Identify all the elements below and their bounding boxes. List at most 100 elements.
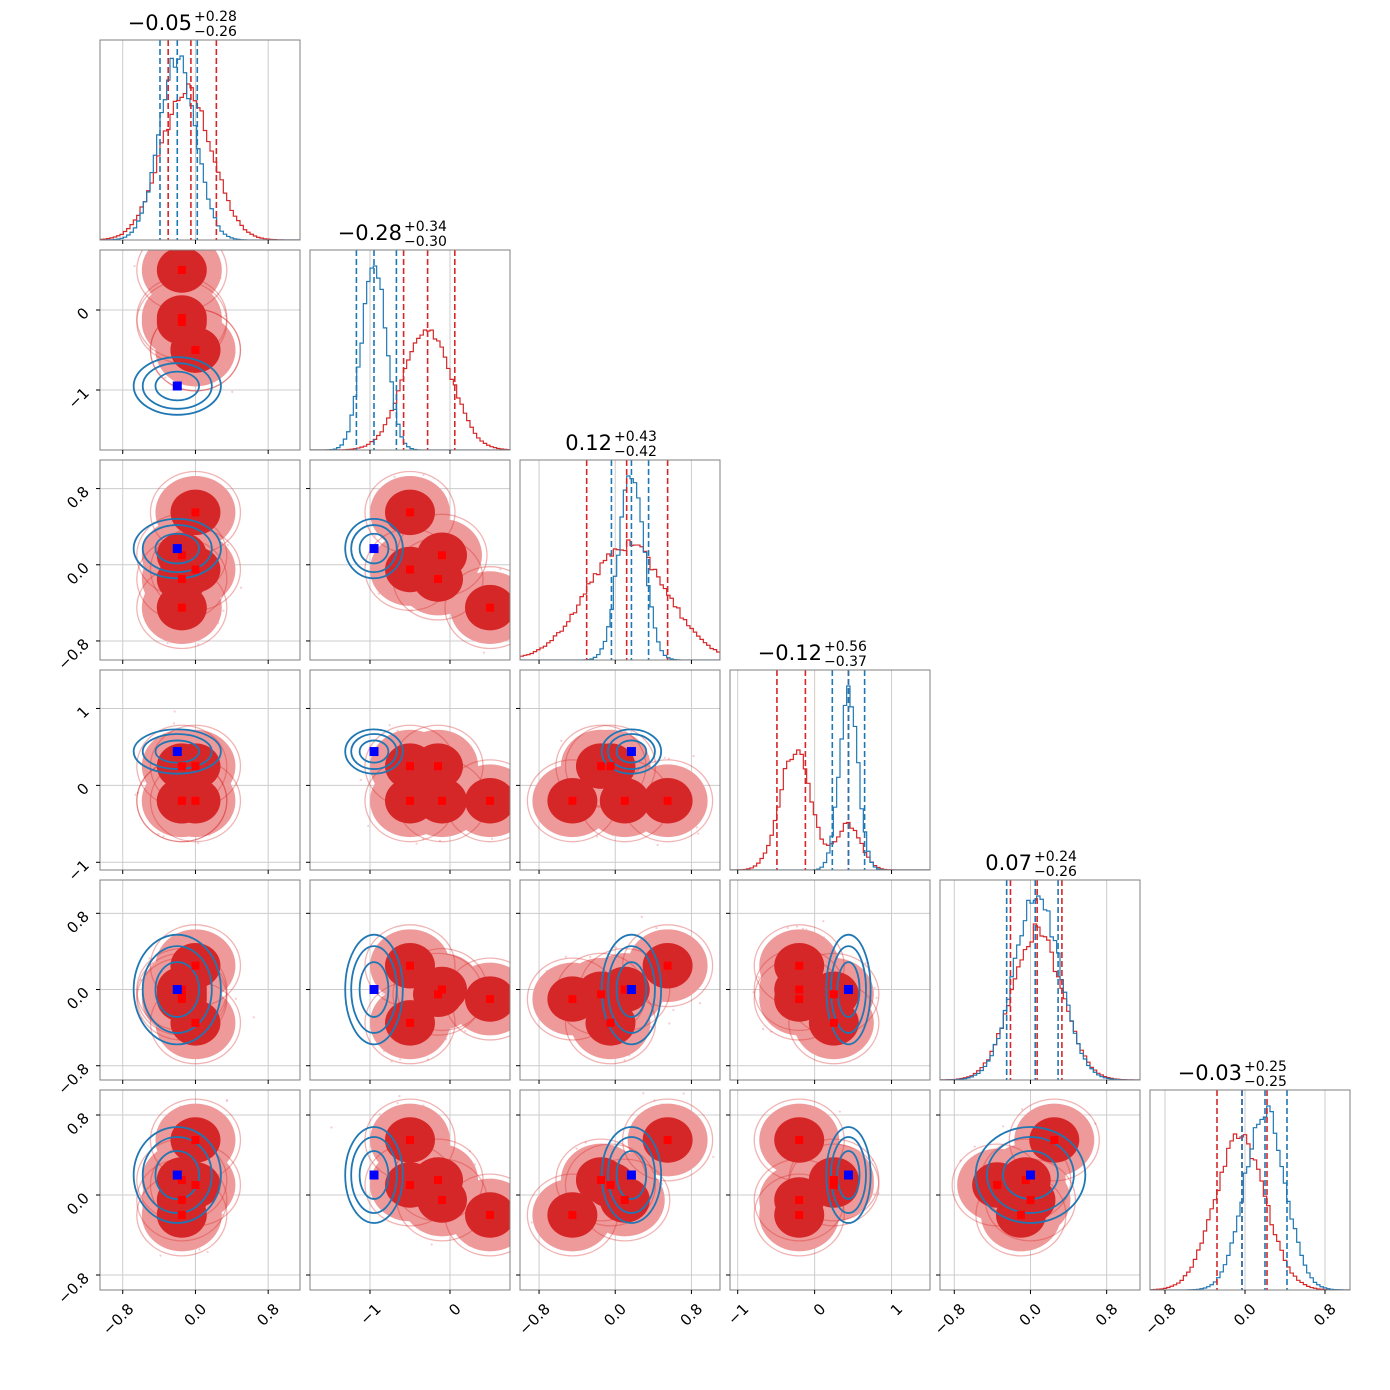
scatter-point bbox=[623, 1059, 626, 1062]
scatter-point bbox=[692, 755, 695, 758]
blue-contour-line bbox=[141, 1136, 213, 1214]
red-mode-marker bbox=[177, 314, 186, 322]
red-contour-line bbox=[579, 1158, 671, 1242]
contour-panel-6-4: −1 0 1 bbox=[724, 1089, 931, 1328]
blue-mode-marker bbox=[843, 1170, 853, 1180]
scatter-point bbox=[415, 842, 418, 845]
blue-contour-line bbox=[615, 961, 648, 1018]
scatter-point bbox=[426, 1058, 429, 1061]
panel-title: 0.07 bbox=[985, 851, 1032, 875]
red-contour-line bbox=[364, 470, 456, 554]
red-contour-line bbox=[392, 724, 484, 808]
red-contour-line bbox=[136, 1138, 228, 1222]
panel-frame bbox=[99, 459, 301, 661]
blue-contour-line bbox=[344, 1126, 404, 1224]
blue-contour-line bbox=[132, 933, 222, 1046]
red-contour-line bbox=[136, 759, 228, 843]
blue-contour-line bbox=[830, 1136, 867, 1214]
red-mode-marker bbox=[177, 1196, 186, 1204]
panel-frame bbox=[519, 879, 721, 1081]
scatter-point bbox=[231, 390, 234, 394]
contour-panel-4-2 bbox=[306, 669, 511, 874]
scatter-point bbox=[225, 1099, 229, 1103]
panel-frame bbox=[309, 669, 511, 871]
y-tick-label: 0.8 bbox=[63, 907, 93, 937]
red-contour-line bbox=[364, 724, 456, 808]
scatter-point bbox=[388, 724, 391, 727]
red-mode-marker bbox=[620, 985, 629, 994]
red-histogram bbox=[940, 923, 1140, 1080]
blue-contour-line bbox=[615, 1150, 648, 1200]
scatter-point bbox=[133, 264, 136, 268]
red-mode-marker bbox=[663, 796, 672, 805]
panel-frame bbox=[939, 879, 1141, 1081]
panel-title: −0.28 bbox=[338, 221, 402, 245]
blue-histogram bbox=[730, 685, 930, 870]
scatter-point bbox=[672, 1009, 675, 1012]
red-contour-line bbox=[1008, 1098, 1100, 1182]
red-mode-marker bbox=[438, 551, 446, 560]
scatter-point bbox=[595, 835, 599, 838]
red-contour-line bbox=[975, 1173, 1067, 1257]
red-mode-marker bbox=[795, 995, 804, 1004]
red-contour-line bbox=[364, 924, 456, 1008]
red-mode-marker bbox=[486, 603, 494, 612]
red-mode-marker bbox=[191, 762, 200, 771]
blue-contour-line bbox=[350, 945, 398, 1034]
red-mode-marker bbox=[1050, 1136, 1059, 1144]
contour-panel-5-1: −0.8 0.0 0.8 bbox=[54, 879, 301, 1098]
red-mode-marker bbox=[829, 990, 838, 999]
red-mode-marker bbox=[606, 1018, 615, 1027]
scatter-point bbox=[871, 1159, 874, 1162]
scatter-point bbox=[757, 976, 760, 979]
scatter-point bbox=[252, 1016, 255, 1019]
scatter-point bbox=[468, 1150, 471, 1153]
blue-contour-line bbox=[154, 532, 200, 565]
panel-frame bbox=[1149, 1089, 1351, 1291]
scatter-point bbox=[449, 1236, 452, 1240]
blue-contour-line bbox=[600, 728, 663, 775]
scatter-point bbox=[564, 955, 567, 958]
red-mode-marker bbox=[596, 990, 605, 999]
red-contour-line bbox=[788, 1143, 880, 1227]
red-histogram bbox=[100, 83, 300, 240]
contour-panel-4-3 bbox=[516, 669, 721, 874]
red-mode-marker bbox=[177, 1176, 186, 1184]
contour-panel-6-3: −0.8 0.0 0.8 bbox=[515, 1089, 721, 1339]
red-mode-marker bbox=[406, 961, 414, 970]
red-mode-marker bbox=[829, 1176, 838, 1184]
red-mode-marker bbox=[191, 1018, 200, 1027]
y-tick-label: 0 bbox=[73, 779, 92, 798]
scatter-point bbox=[134, 793, 137, 796]
scatter-point bbox=[642, 1092, 645, 1095]
red-contour-line bbox=[136, 952, 228, 1036]
panel-frame bbox=[99, 879, 301, 1081]
histogram-panel-4: −0.12 +0.56−0.37 bbox=[729, 639, 931, 874]
contour-panel-2-1: −1 0 bbox=[64, 249, 301, 454]
red-mode-marker bbox=[434, 575, 442, 584]
red-mode-marker bbox=[406, 1136, 414, 1144]
red-contour-line bbox=[984, 1158, 1077, 1242]
scatter-point bbox=[390, 1060, 393, 1063]
scatter-point bbox=[367, 824, 370, 827]
scatter-point bbox=[499, 568, 502, 571]
contour-panel-3-2 bbox=[306, 459, 511, 664]
red-mode-marker bbox=[406, 1018, 414, 1027]
blue-mode-marker bbox=[172, 985, 182, 995]
scatter-point bbox=[1002, 1125, 1005, 1128]
blue-contour-line bbox=[154, 739, 200, 764]
red-contour-line bbox=[526, 1173, 619, 1257]
blue-contour-line bbox=[350, 733, 398, 770]
panel-frame bbox=[99, 1089, 301, 1291]
red-mode-marker bbox=[177, 985, 186, 994]
scatter-point bbox=[511, 1212, 513, 1214]
histogram-panel-5: 0.07 +0.24−0.26 bbox=[939, 849, 1141, 1084]
red-contour-line bbox=[526, 759, 619, 843]
red-mode-marker bbox=[795, 1211, 804, 1219]
scatter-point bbox=[667, 757, 671, 760]
red-mode-marker bbox=[191, 346, 200, 354]
blue-histogram bbox=[940, 895, 1140, 1080]
scatter-point bbox=[630, 730, 633, 733]
blue-mode-marker bbox=[172, 1170, 182, 1180]
scatter-point bbox=[1020, 1108, 1024, 1111]
